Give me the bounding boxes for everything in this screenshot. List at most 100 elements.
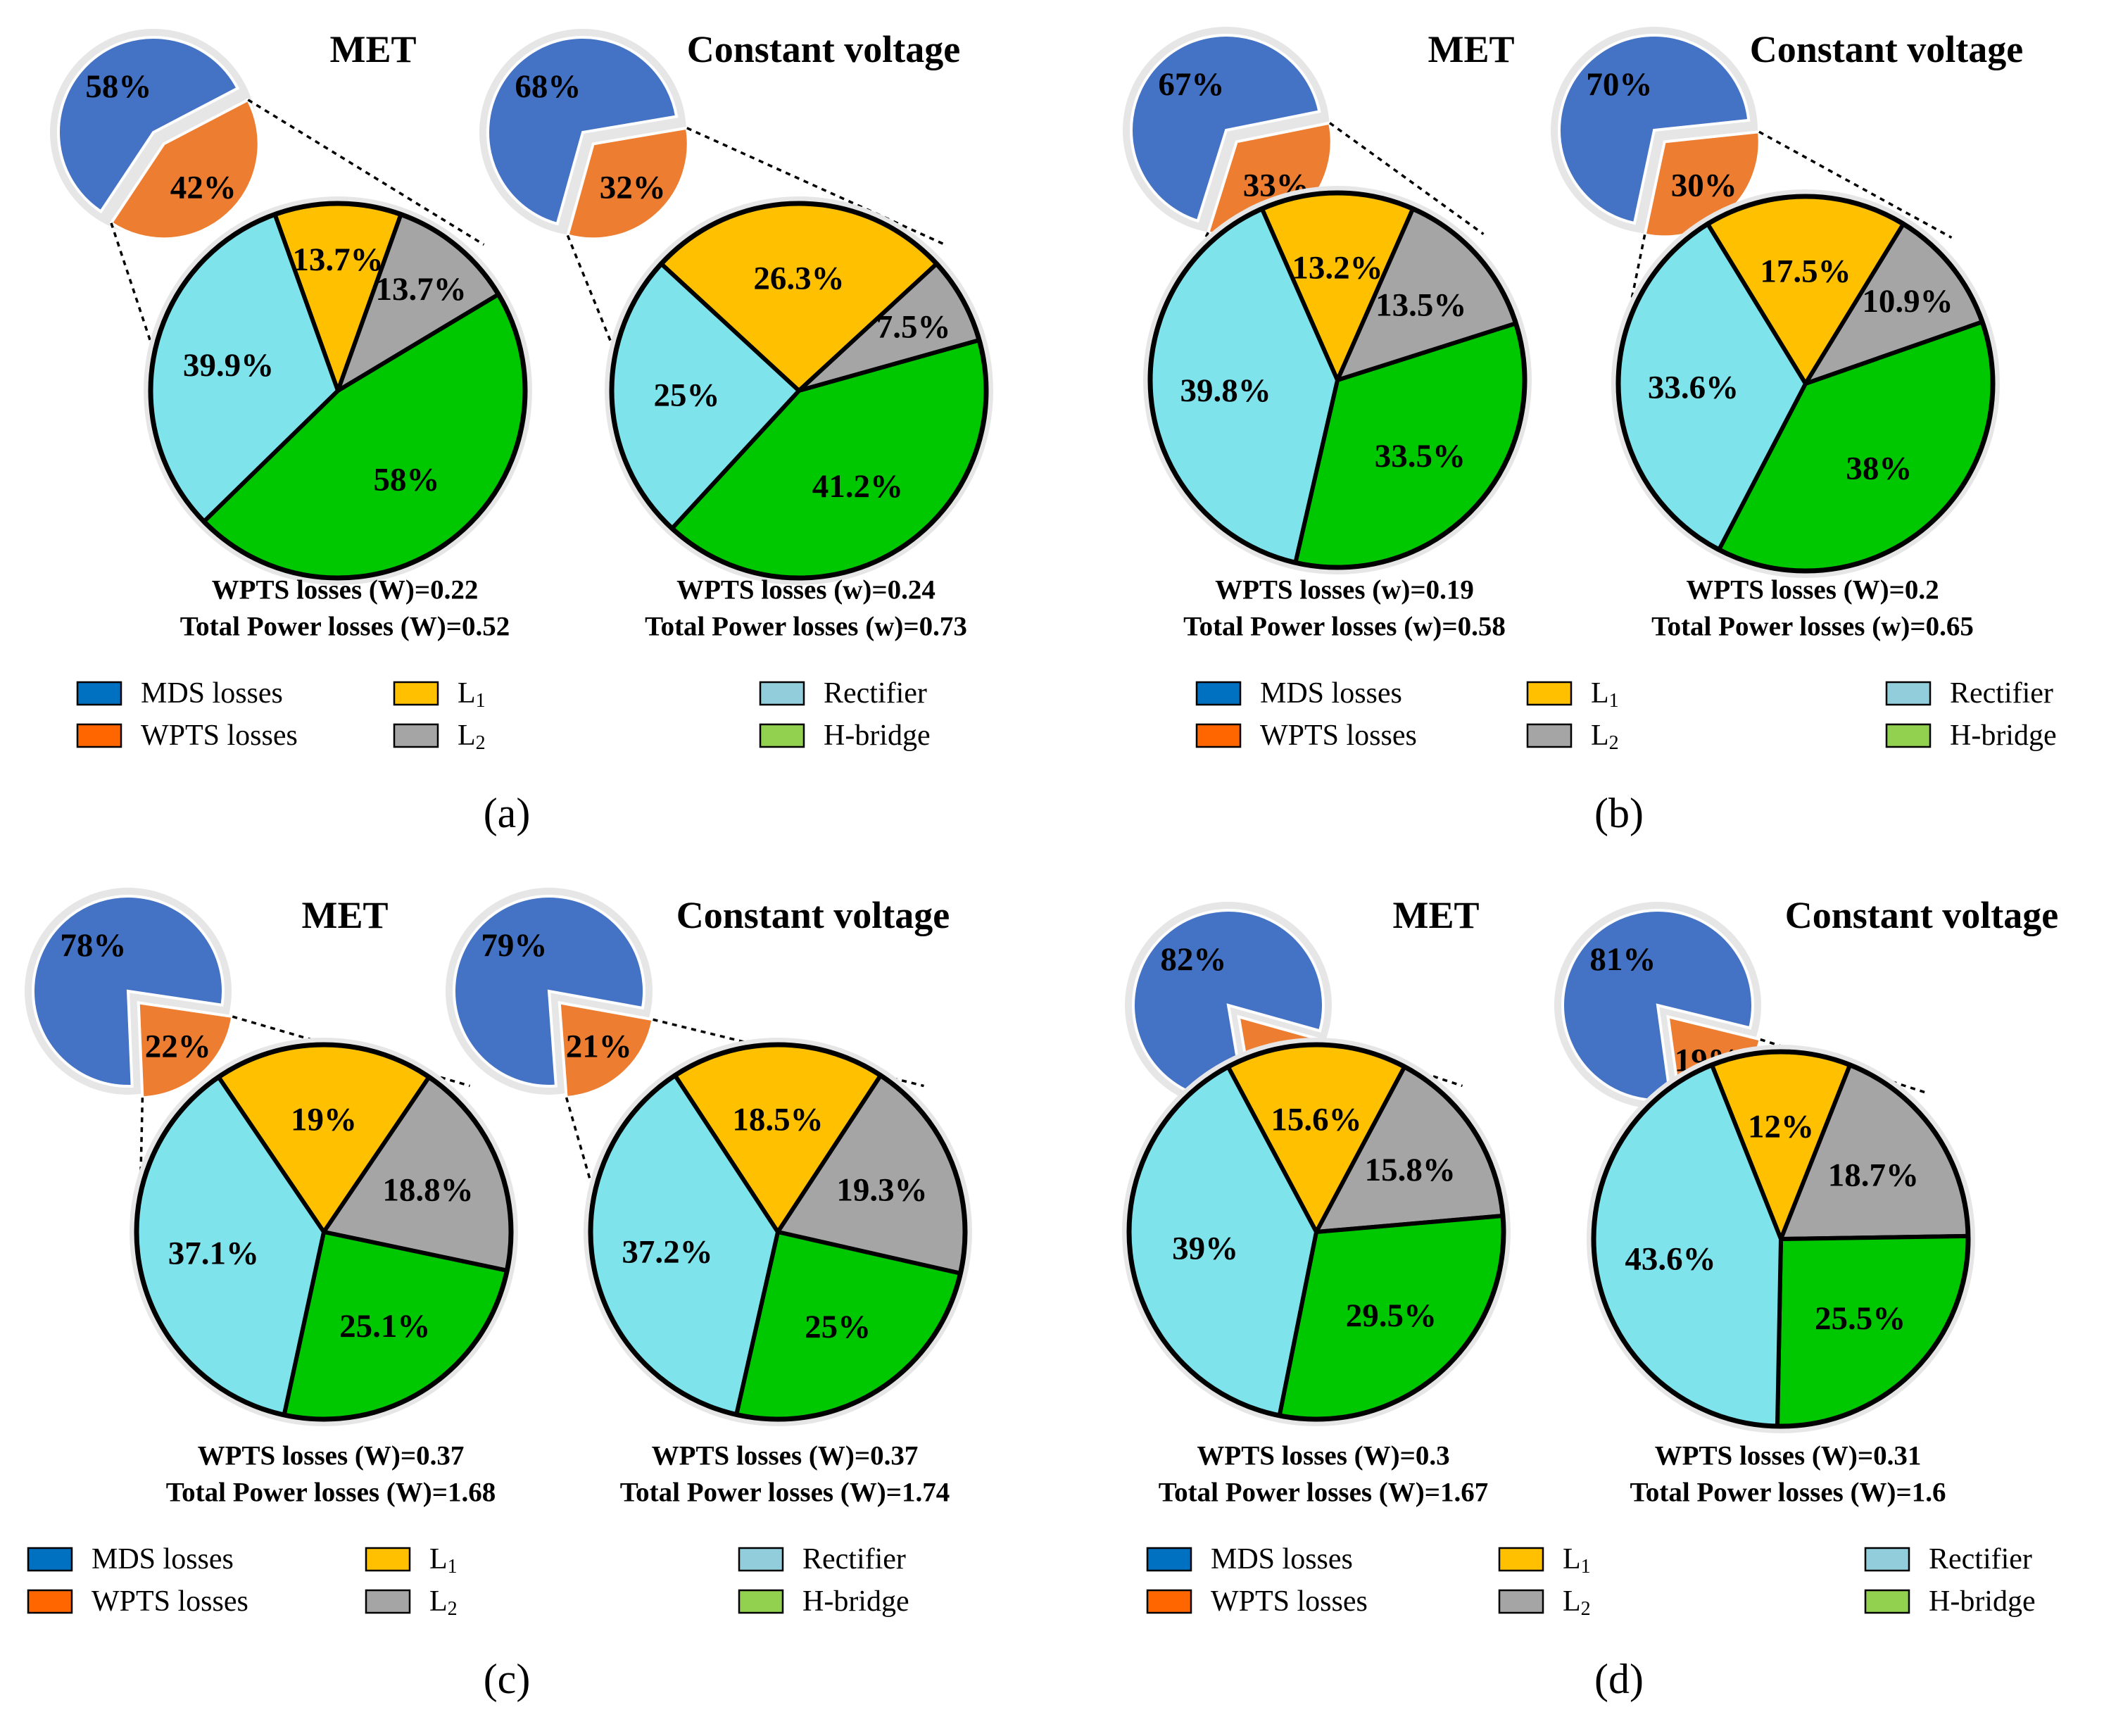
- legend: MDS losses WPTS losses L1 L2 Rectifier H-brid…: [27, 1543, 909, 1620]
- connector-line: [565, 1097, 596, 1195]
- legend-label: L2: [1591, 719, 1619, 754]
- legend-label: L1: [1591, 677, 1619, 712]
- legend-label: L1: [458, 677, 486, 712]
- legend-item-l1: L1: [365, 1543, 458, 1578]
- pie-label-mds: 67%: [1158, 66, 1224, 103]
- pie-outline: [609, 201, 989, 581]
- legend-swatch: [738, 1547, 784, 1572]
- pie-label-l2: 13.5%: [1375, 287, 1466, 323]
- legend-label: H-bridge: [802, 1585, 909, 1618]
- connector-line: [110, 222, 156, 354]
- pie-outline: [134, 1042, 514, 1422]
- pie-slice-wpts: [137, 1001, 234, 1100]
- wpts-losses-note: WPTS losses (w)=0.19: [1215, 575, 1474, 605]
- connector-line: [247, 99, 485, 246]
- pie-slice-mds: [1130, 34, 1321, 223]
- panel-a: MET 58% 42% 13.7%13.7% 58% 39.9% WPTS losses (…: [50, 28, 993, 836]
- pie-label-rectifier: 37.2%: [622, 1233, 712, 1270]
- legend-label: H-bridge: [1929, 1585, 2036, 1618]
- pie-label-rectifier: 25%: [654, 377, 720, 414]
- legend: MDS losses WPTS losses L1 L2 Rectifier H-brid…: [1195, 677, 2057, 754]
- legend-item-mds: MDS losses: [1195, 677, 1402, 710]
- pie-slice-mds: [57, 36, 240, 214]
- legend-label: MDS losses: [1211, 1543, 1353, 1575]
- pie-label-hbridge: 41.2%: [812, 468, 903, 505]
- legend-item-mds: MDS losses: [1146, 1543, 1353, 1575]
- pie-label-rectifier: 33.6%: [1648, 370, 1739, 406]
- legend-swatch: [1195, 723, 1242, 748]
- legend-swatch: [27, 1589, 73, 1614]
- legend-label: WPTS losses: [1211, 1585, 1368, 1618]
- pie-label-l2: 19.3%: [836, 1171, 927, 1208]
- legend-swatch: [27, 1547, 73, 1572]
- total-power-losses-note: Total Power losses (W)=1.68: [166, 1478, 496, 1508]
- legend-swatch: [1526, 723, 1573, 748]
- total-power-losses-note: Total Power losses (W)=1.67: [1159, 1478, 1489, 1508]
- pie-title: MET: [1428, 28, 1514, 70]
- legend-subscript: 2: [448, 1598, 458, 1620]
- pie-label-hbridge: 58%: [373, 461, 439, 498]
- total-power-losses-note: Total Power losses (w)=0.73: [645, 612, 967, 642]
- pie-label-hbridge: 25%: [805, 1309, 871, 1345]
- legend-item-hbridge: H-bridge: [1885, 719, 2057, 752]
- legend-swatch: [738, 1589, 784, 1614]
- legend-item-mds: MDS losses: [27, 1543, 234, 1575]
- legend-subscript: 1: [1581, 1556, 1591, 1578]
- legend-item-rectifier: Rectifier: [759, 677, 927, 710]
- legend-swatch: [393, 723, 439, 748]
- legend-item-hbridge: H-bridge: [759, 719, 931, 752]
- pie-label-l2: 10.9%: [1862, 283, 1953, 320]
- legend-swatch: [759, 681, 805, 706]
- legend-swatch: [1885, 723, 1932, 748]
- legend-label: Rectifier: [802, 1543, 906, 1575]
- legend-item-l1: L1: [1498, 1543, 1591, 1578]
- wpts-losses-note: WPTS losses (W)=0.22: [212, 575, 479, 605]
- legend-item-l1: L1: [393, 677, 486, 712]
- pie-group-constant-voltage: Constant voltage 70% 30% 17.5% 10.9% 38% 33.6%…: [1551, 27, 2023, 642]
- pie-label-wpts: 32%: [600, 170, 666, 206]
- pie-outline: [1126, 1042, 1506, 1422]
- pie-label-l2: 15.8%: [1365, 1152, 1456, 1188]
- pie-label-rectifier: 39.8%: [1180, 372, 1271, 409]
- pie-label-mds: 82%: [1160, 941, 1226, 978]
- total-power-losses-note: Total Power losses (W)=1.6: [1630, 1478, 1946, 1508]
- pie-group-met: MET 58% 42% 13.7%13.7% 58% 39.9% WPTS losses (…: [50, 28, 532, 642]
- legend-label: Rectifier: [1950, 677, 2053, 710]
- legend-label: L2: [429, 1585, 458, 1620]
- pie-label-l1: 13.2%: [1292, 249, 1382, 286]
- pie-label-rectifier: 39.9%: [183, 347, 274, 384]
- pie-label-l2: 18.7%: [1828, 1157, 1919, 1193]
- pie-slice-wpts: [109, 98, 260, 241]
- pie-label-l1: 26.3%: [753, 260, 844, 296]
- pie-slice-wpts: [558, 1000, 655, 1100]
- legend-item-l1: L1: [1526, 677, 1619, 712]
- pie-label-l2: 13.7%: [375, 271, 466, 308]
- pie-label-hbridge: 25.5%: [1815, 1300, 1905, 1337]
- total-power-losses-note: Total Power losses (W)=1.74: [620, 1478, 950, 1508]
- legend-subscript: 1: [476, 690, 486, 712]
- pie-title: MET: [329, 28, 416, 70]
- legend-subscript: 2: [1609, 732, 1619, 754]
- pie-outline: [1615, 194, 1996, 574]
- pie-label-rectifier: 37.1%: [168, 1235, 259, 1271]
- legend-label: H-bridge: [1950, 719, 2057, 752]
- legend-item-wpts: WPTS losses: [1146, 1585, 1368, 1618]
- legend-label: L2: [1563, 1585, 1591, 1620]
- wpts-losses-note: WPTS losses (W)=0.37: [652, 1441, 919, 1471]
- legend-label: H-bridge: [824, 719, 931, 752]
- pie-label-mds: 78%: [60, 927, 126, 964]
- legend-swatch: [1498, 1547, 1544, 1572]
- legend-swatch: [1526, 681, 1573, 706]
- pie-label-hbridge: 25.1%: [339, 1308, 430, 1345]
- pie-title: Constant voltage: [1785, 894, 2059, 936]
- pie-outline: [1591, 1049, 1971, 1429]
- pie-group-met: MET 78% 22% 19% 18.8% 25.1% 37.1% WPTS losses (…: [25, 888, 518, 1508]
- pie-label-mds: 79%: [481, 927, 547, 964]
- legend-item-rectifier: Rectifier: [1885, 677, 2053, 710]
- pie-label-l2: 7.5%: [876, 308, 951, 345]
- pie-slice-mds: [453, 895, 645, 1088]
